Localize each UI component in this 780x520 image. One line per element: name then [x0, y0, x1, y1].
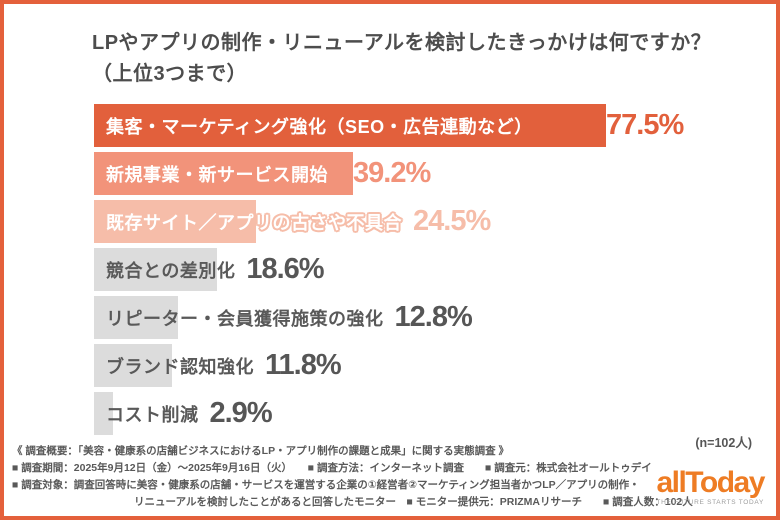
bar-row: ブランド認知強化 11.8% [94, 344, 776, 387]
bar-label: 集客・マーケティング強化（SEO・広告連動など） [106, 116, 533, 137]
bar-row-content: ブランド認知強化 11.8% [94, 344, 776, 387]
bar-label: 競合との差別化 [106, 260, 236, 281]
bar-value: 24.5% [413, 205, 491, 237]
bar-label: コスト削減 [106, 404, 199, 425]
alltoday-logo-tagline: THE FUTURE STARTS TODAY [656, 499, 764, 506]
bar-row-content: コスト削減 2.9% [94, 392, 776, 435]
bar-value: 12.8% [394, 301, 473, 333]
alltoday-logo: allToday THE FUTURE STARTS TODAY [656, 466, 765, 507]
bar-row: 競合との差別化 18.6% [94, 248, 776, 291]
bar-row-content: 競合との差別化 18.6% [94, 248, 776, 291]
survey-overview: 《 調査概要：「美容・健康系の店舗ビジネスにおけるLP・アプリ制作の課題と成果」… [12, 443, 693, 511]
survey-overview-line: リニューアルを検討したことがあると回答したモニター ■ モニター提供元：PRIZ… [134, 496, 693, 508]
bar [94, 248, 217, 291]
chart-title: LPやアプリの制作・リニューアルを検討したきっかけは何ですか？ （上位3つまで） [92, 28, 776, 90]
bar [94, 200, 256, 243]
bar-value: 39.2% [353, 157, 431, 189]
bar-label: 新規事業・新サービス開始 [106, 164, 328, 185]
bar-row: 既存サイト／アプリの古さや不具合 24.5% [94, 200, 776, 243]
bar [94, 392, 113, 435]
bar-row: 集客・マーケティング強化（SEO・広告連動など） 77.5% [94, 104, 776, 147]
bar-chart: 集客・マーケティング強化（SEO・広告連動など） 77.5% 新規事業・新サービ… [94, 104, 776, 435]
bar-label: 既存サイト／アプリの古さや不具合 [106, 212, 402, 233]
bar-row-content: 既存サイト／アプリの古さや不具合 24.5% [94, 200, 776, 243]
bar-value: 77.5% [606, 109, 684, 141]
bar-row: リピーター・会員獲得施策の強化 12.8% [94, 296, 776, 339]
bar-row-content: リピーター・会員獲得施策の強化 12.8% [94, 296, 776, 339]
survey-overview-line: ■ 調査対象：調査回答時に美容・健康系の店舗・サービスを運営する企業の①経営者②… [12, 479, 640, 491]
bar [94, 104, 606, 147]
alltoday-logo-text: allToday [656, 466, 765, 499]
bar-label: ブランド認知強化 [106, 356, 254, 377]
sample-size-label: (n=102人) [695, 436, 752, 450]
bar [94, 344, 172, 387]
bar [94, 152, 353, 195]
bar-row: 新規事業・新サービス開始 39.2% [94, 152, 776, 195]
bar-value: 18.6% [246, 253, 324, 285]
bar-value: 2.9% [209, 397, 273, 429]
bar-value: 11.8% [265, 349, 342, 381]
bar [94, 296, 178, 339]
bar-row-content: 新規事業・新サービス開始 39.2% [94, 152, 776, 195]
chart-title-line2: （上位3つまで） [92, 63, 248, 85]
survey-overview-line: 《 調査概要：「美容・健康系の店舗ビジネスにおけるLP・アプリ制作の課題と成果」… [12, 445, 509, 457]
bar-label: リピーター・会員獲得施策の強化 [106, 308, 384, 329]
chart-title-line1: LPやアプリの制作・リニューアルを検討したきっかけは何ですか？ [92, 32, 712, 54]
survey-overview-line: ■ 調査期間：2025年9月12日（金）〜2025年9月16日（火） ■ 調査方… [12, 462, 652, 474]
bar-row: コスト削減 2.9% [94, 392, 776, 435]
bar-row-content: 集客・マーケティング強化（SEO・広告連動など） 77.5% [94, 104, 776, 147]
